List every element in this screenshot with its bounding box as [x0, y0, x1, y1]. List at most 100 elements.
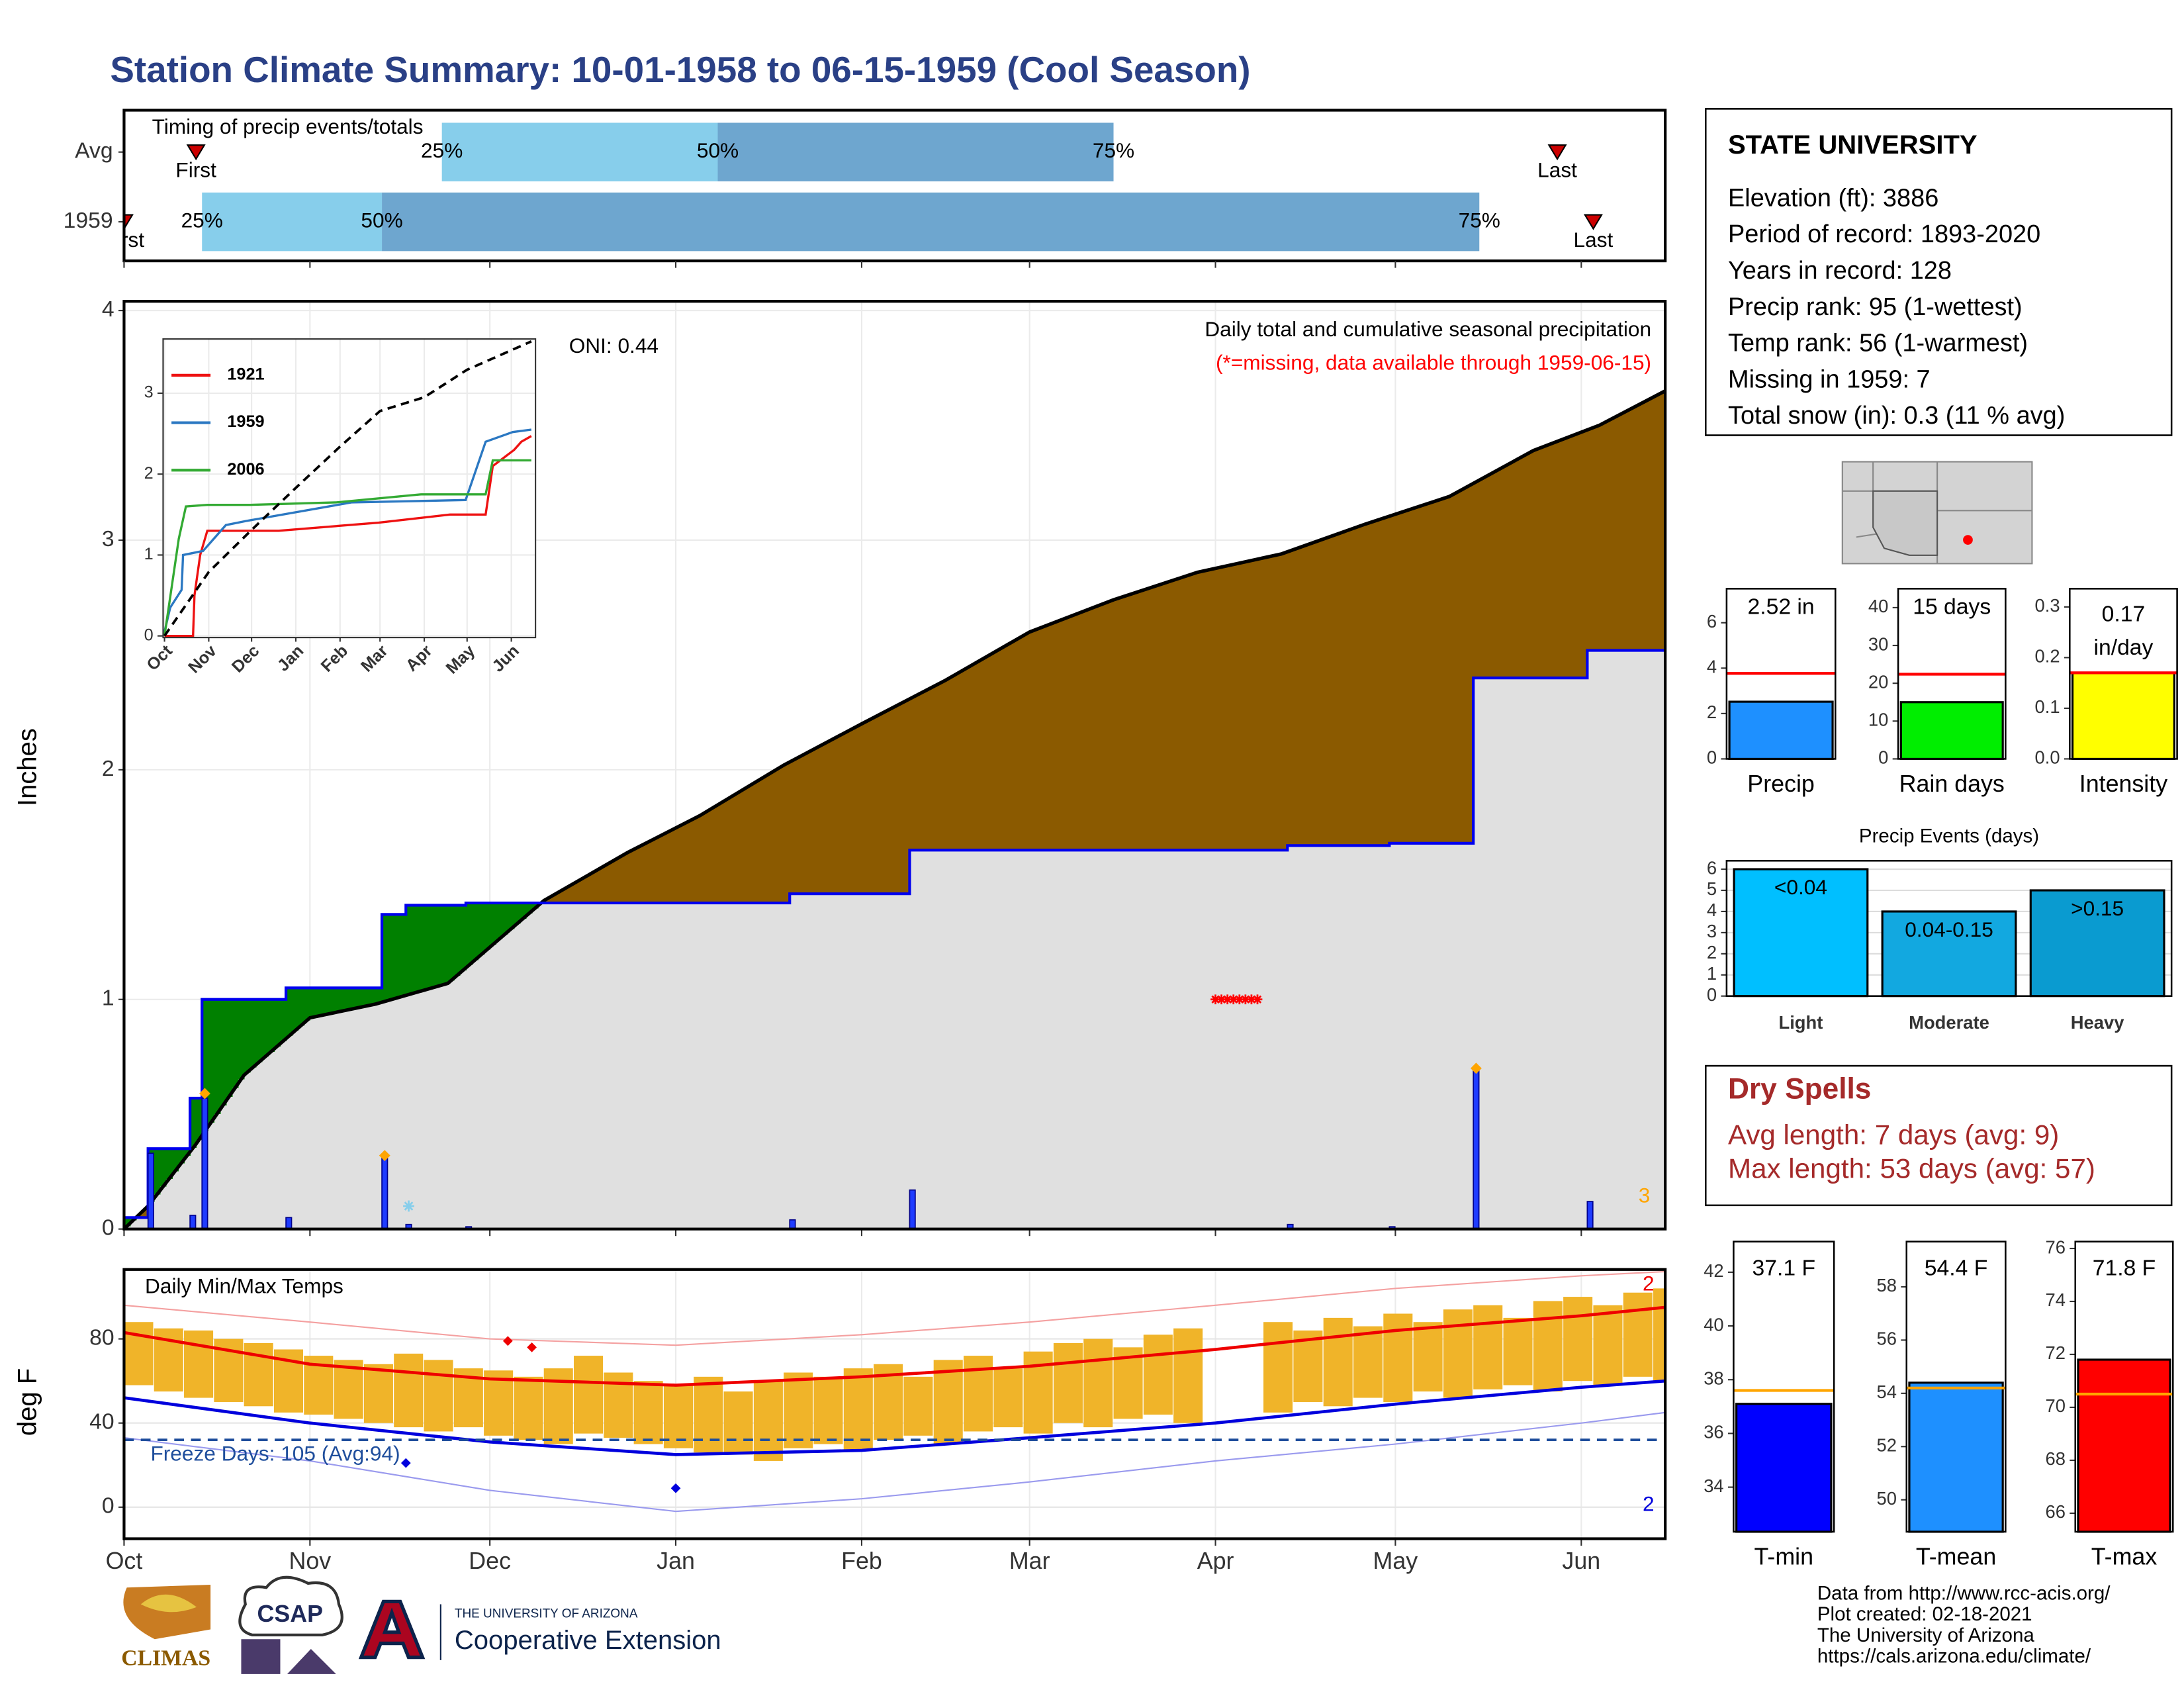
- category-label: Precip: [1747, 771, 1815, 797]
- deficit-area: [778, 767, 785, 904]
- surplus-area: [220, 999, 227, 1105]
- panel-border: [1897, 588, 2007, 760]
- deficit-area: [1497, 468, 1504, 679]
- deficit-area: [1041, 626, 1048, 851]
- inset-line: [163, 340, 532, 637]
- x-tick-label: Mar: [1009, 1548, 1050, 1574]
- y-tick-label: 0: [102, 1215, 114, 1241]
- event-label: First: [175, 158, 216, 182]
- y-tick-label: 66: [2046, 1501, 2066, 1522]
- surplus-area: [304, 988, 311, 1021]
- legend-label: 1921: [227, 365, 264, 384]
- daily-temp-bar: [843, 1368, 873, 1451]
- deficit-area: [1095, 605, 1103, 851]
- summary-bar: [2071, 671, 2175, 761]
- deficit-area: [1245, 561, 1252, 851]
- quantile-label: 75%: [1459, 208, 1500, 232]
- daily-temp-bar: [964, 1356, 993, 1432]
- daily-temp-bar: [1173, 1328, 1203, 1423]
- y-tick-label: 72: [2046, 1342, 2066, 1363]
- deficit-area: [1263, 557, 1270, 851]
- plot-border: [122, 1268, 1667, 1540]
- category-label: Heavy: [2071, 1012, 2124, 1033]
- x-tick-label: Jun: [1562, 1548, 1600, 1574]
- daily-temp-bar: [903, 1376, 933, 1436]
- value-label: 0.17: [2102, 601, 2146, 626]
- climas-logo: [123, 1585, 211, 1640]
- daily-temp-bar: [124, 1322, 154, 1385]
- daily-temp-bar: [1083, 1338, 1113, 1428]
- deficit-area: [1251, 559, 1258, 851]
- timing-title: Timing of precip events/totals: [152, 115, 424, 138]
- daily-precip-bar: [201, 1098, 208, 1230]
- deficit-area: [741, 788, 749, 904]
- logo-text: CLIMAS: [121, 1646, 210, 1671]
- inset-border: [162, 338, 537, 639]
- category-label: T-mean: [1916, 1543, 1996, 1570]
- deficit-area: [1035, 628, 1042, 851]
- deficit-area: [855, 725, 862, 894]
- deficit-area: [897, 703, 905, 894]
- surplus-area: [184, 1149, 191, 1156]
- y-tick-label: 4: [1707, 900, 1717, 920]
- deficit-area: [1179, 577, 1187, 851]
- surplus-area: [453, 905, 461, 976]
- summary-bar: [2077, 1358, 2171, 1533]
- surplus-area: [202, 999, 209, 1131]
- deficit-area: [909, 697, 917, 851]
- daily-temp-bar: [1623, 1292, 1653, 1377]
- surplus-area: [316, 988, 323, 1016]
- deficit-area: [700, 814, 707, 904]
- daily-temp-bar: [753, 1381, 783, 1461]
- value-label: 37.1 F: [1752, 1256, 1816, 1281]
- surplus-area: [441, 905, 449, 984]
- missing-marker: [1246, 994, 1257, 1005]
- x-tick-label: Nov: [289, 1548, 331, 1574]
- deficit-area: [784, 763, 791, 904]
- deficit-area: [1425, 503, 1432, 843]
- logo-text: Cooperative Extension: [455, 1626, 721, 1655]
- summary-bar: [1908, 1382, 2004, 1533]
- y-tick-label: 56: [1877, 1329, 1897, 1349]
- surplus-area: [430, 905, 437, 988]
- quantile-label: 50%: [697, 138, 739, 162]
- credit-line: The University of Arizona: [1817, 1624, 2035, 1646]
- surplus-area: [357, 988, 365, 1008]
- y-tick-label: 40: [1868, 596, 1888, 616]
- info-box: [1705, 108, 2173, 436]
- deficit-area: [1503, 465, 1510, 679]
- daily-temp-bar: [1563, 1297, 1593, 1382]
- credit-line: Plot created: 02-18-2021: [1817, 1603, 2032, 1625]
- deficit-area: [1377, 519, 1385, 846]
- inset-background: [163, 339, 536, 638]
- info-line: Missing in 1959: 7: [1728, 365, 1931, 393]
- deficit-area: [987, 654, 995, 851]
- deficit-area: [711, 806, 719, 904]
- deficit-area: [957, 671, 964, 851]
- deficit-area: [1137, 590, 1144, 851]
- deficit-area: [567, 885, 574, 904]
- y-tick-label: 70: [2046, 1395, 2066, 1416]
- surplus-area: [159, 1149, 167, 1187]
- daily-temp-bar: [784, 1372, 813, 1448]
- category-label: T-max: [2091, 1543, 2158, 1570]
- deficit-area: [1623, 411, 1630, 651]
- deficit-area: [1563, 438, 1570, 679]
- deficit-area: [1389, 515, 1396, 843]
- surplus-area: [406, 905, 413, 995]
- deficit-area: [999, 647, 1007, 851]
- y-tick-label: 38: [1704, 1368, 1723, 1388]
- y-tick-label: 0: [102, 1493, 114, 1519]
- event-label: Last: [1537, 158, 1577, 182]
- deficit-area: [825, 741, 833, 894]
- y-tick-label: 0: [144, 626, 154, 644]
- deficit-area: [903, 700, 911, 894]
- deficit-area: [1203, 570, 1210, 851]
- credit-line: https://cals.arizona.edu/climate/: [1817, 1645, 2091, 1667]
- surplus-area: [525, 903, 533, 914]
- info-line: Years in record: 128: [1728, 257, 1952, 285]
- deficit-area: [1317, 539, 1324, 846]
- deficit-area: [1071, 614, 1079, 851]
- surplus-area: [340, 988, 347, 1011]
- deficit-area: [586, 874, 593, 904]
